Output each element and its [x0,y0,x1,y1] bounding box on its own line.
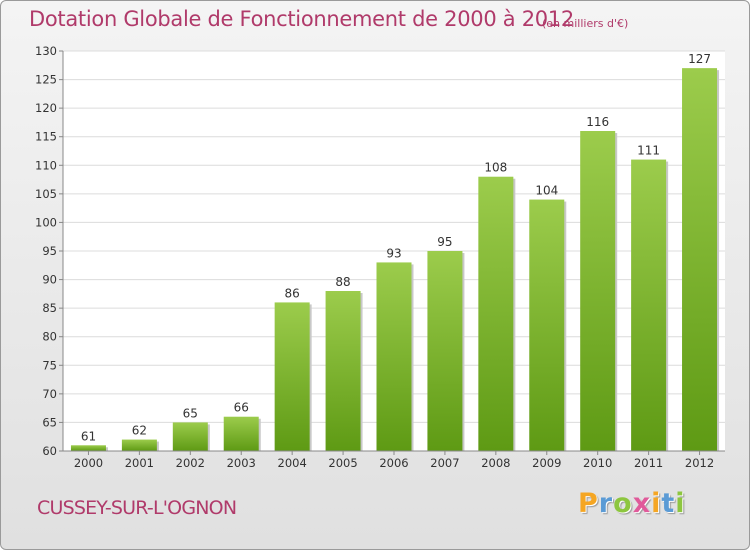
x-tick-label: 2006 [379,456,408,470]
bar-value-label: 111 [637,144,660,158]
x-tick-label: 2004 [278,456,307,470]
x-tick-label: 2005 [328,456,357,470]
y-tick-label: 75 [42,358,57,372]
bar [580,131,616,451]
x-tick-label: 2002 [176,456,205,470]
bar [529,199,565,451]
y-tick-label: 85 [42,301,57,315]
x-tick-label: 2011 [634,456,663,470]
y-tick-label: 125 [35,73,57,87]
bar [478,176,514,451]
y-tick-label: 115 [35,130,57,144]
bar [172,422,208,451]
x-axis-ticks: 2000 2001 2002 2003 2004 2005 2006 2007 2008 2009… [63,450,725,470]
x-tick-label: 2000 [74,456,103,470]
logo-letter: o [613,488,633,519]
bar [682,68,718,452]
bar-value-label: 86 [285,286,300,300]
bar [274,302,310,451]
bar-value-label: 88 [335,275,350,289]
bar-value-label: 61 [81,429,96,443]
chart-title: Dotation Globale de Fonctionnement de 20… [29,7,574,31]
x-tick-label: 2007 [430,456,459,470]
x-tick-label: 2008 [481,456,510,470]
logo-letter: i [675,488,686,519]
logo-letter: t [661,488,676,519]
bar [325,291,361,451]
chart-unit: (en milliers d'€) [542,17,629,30]
logo-letter: r [598,488,614,519]
y-tick-label: 110 [35,158,57,172]
y-tick-label: 60 [42,444,57,458]
y-axis-ticks: 60 65 70 75 80 85 90 95 100 105 110 115 120 125 130 [35,44,64,458]
bar-value-label: 95 [437,235,452,249]
bar [223,416,259,451]
bars: 61 62 65 66 86 88 93 95 108 104 116 111 127 [70,52,720,452]
bar-value-label: 108 [484,161,507,175]
y-tick-label: 120 [35,101,57,115]
bar [427,251,463,451]
y-tick-label: 70 [42,387,57,401]
y-tick-label: 95 [42,244,57,258]
y-tick-label: 105 [35,187,57,201]
bar [70,445,106,451]
bar-value-label: 104 [535,184,558,198]
bar-value-label: 66 [234,401,249,415]
logo-letter: i [651,488,662,519]
y-tick-label: 80 [42,330,57,344]
bar-value-label: 62 [132,424,147,438]
y-tick-label: 130 [35,44,57,58]
bar-value-label: 65 [183,406,198,420]
logo-letter: x [632,488,652,519]
x-tick-label: 2009 [532,456,561,470]
bar-value-label: 93 [386,246,401,260]
x-tick-label: 2010 [583,456,612,470]
x-tick-label: 2001 [125,456,154,470]
proxiti-logo: Proxiti [578,488,686,519]
y-tick-label: 100 [35,215,57,229]
bar-value-label: 116 [586,115,609,129]
y-tick-label: 65 [42,415,57,429]
bar-value-label: 127 [688,52,711,66]
logo-letter: P [578,488,599,519]
commune-name: CUSSEY-SUR-L'OGNON [37,497,237,519]
bar [631,159,667,452]
x-tick-label: 2012 [685,456,714,470]
y-tick-label: 90 [42,273,57,287]
bar [121,439,157,451]
x-tick-label: 2003 [227,456,256,470]
bar [376,262,412,451]
